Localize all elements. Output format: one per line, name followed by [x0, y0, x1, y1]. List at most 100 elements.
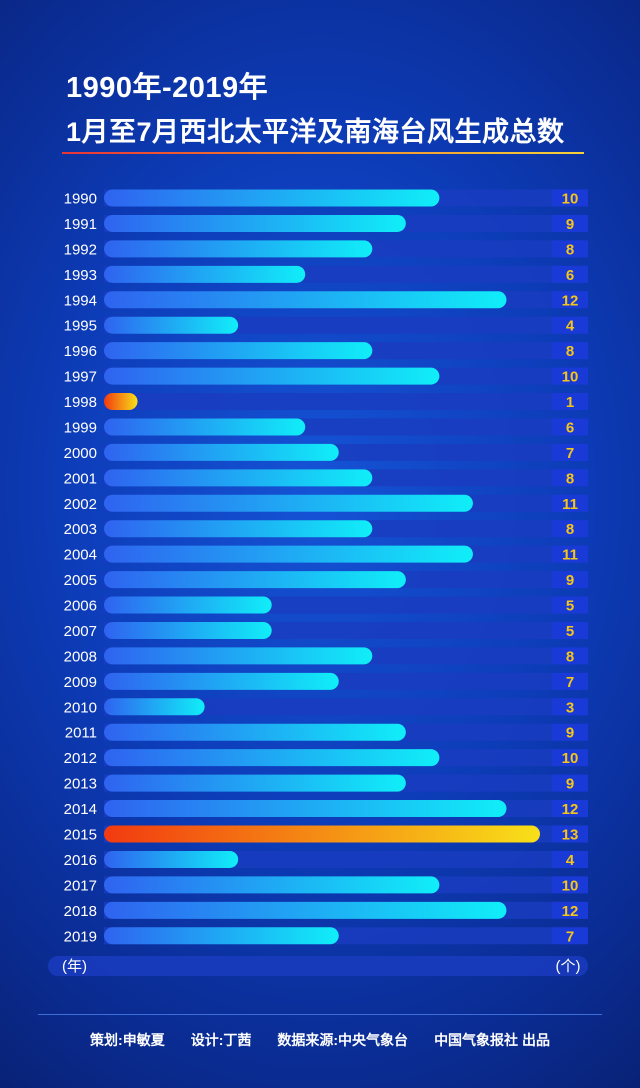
value-label: 6: [566, 419, 574, 436]
bar: [104, 342, 373, 360]
value-label: 3: [566, 699, 574, 716]
bar-row: 2011 9: [65, 723, 588, 742]
category-label: 1991: [64, 216, 97, 233]
bar: [104, 698, 205, 716]
bar-row: 1997 10: [64, 367, 588, 386]
bar: [104, 901, 507, 919]
value-label: 8: [566, 648, 574, 665]
footer-planner: 策划:申敏夏: [90, 1032, 165, 1048]
category-label: 2019: [64, 928, 97, 945]
value-box: [552, 647, 588, 665]
value-box: [552, 367, 588, 385]
value-label: 9: [566, 216, 574, 233]
bar: [104, 494, 473, 512]
bar: [104, 520, 373, 538]
bar-row: 1994 12: [64, 291, 588, 309]
footer-divider: [38, 1014, 602, 1015]
bar-row: 2009 7: [64, 672, 588, 691]
bar-track: [104, 393, 552, 411]
value-box: [552, 189, 588, 207]
value-box: [552, 621, 588, 639]
value-box: [552, 469, 588, 487]
bar: [104, 443, 339, 461]
bar-row: 2016 4: [64, 850, 588, 869]
bar: [104, 876, 440, 894]
category-label: 2016: [64, 852, 97, 869]
value-box: [552, 520, 588, 538]
value-label: 7: [566, 674, 574, 691]
bar-row: 2006 5: [64, 596, 588, 615]
bar-row: 1996 8: [64, 342, 588, 360]
title-underline: [62, 152, 584, 154]
value-box: [552, 672, 588, 690]
value-label: 12: [562, 903, 579, 920]
bar: [104, 596, 272, 614]
bar-row: 1993 6: [64, 265, 588, 284]
value-label: 9: [566, 725, 574, 742]
value-box: [552, 876, 588, 894]
bar-row: 2000 7: [64, 443, 588, 462]
category-label: 2005: [64, 572, 97, 589]
axis-units-row: (年) (个): [48, 956, 588, 976]
value-label: 12: [562, 801, 579, 818]
category-label: 2013: [64, 776, 97, 793]
value-box: [552, 850, 588, 868]
bar: [104, 800, 507, 818]
value-box: [552, 749, 588, 767]
value-label: 7: [566, 445, 574, 462]
category-label: 1994: [64, 292, 97, 309]
value-box: [552, 316, 588, 334]
value-label: 9: [566, 776, 574, 793]
value-box: [552, 698, 588, 716]
value-box: [552, 265, 588, 283]
value-label: 13: [562, 827, 579, 844]
bar: [104, 265, 306, 283]
bar: [104, 367, 440, 385]
y-axis-unit: (个): [556, 958, 581, 975]
footer-source: 数据来源:中央气象台: [277, 1032, 409, 1048]
bar: [104, 545, 473, 563]
category-label: 1993: [64, 267, 97, 284]
category-label: 2014: [64, 801, 97, 818]
value-box: [552, 774, 588, 792]
category-label: 1997: [64, 369, 97, 386]
value-label: 12: [562, 292, 579, 309]
bar-row: 2019 7: [64, 927, 588, 945]
value-label: 10: [562, 750, 579, 767]
chart-title-line2: 1月至7月西北太平洋及南海台风生成总数: [66, 117, 565, 147]
value-label: 10: [562, 369, 579, 386]
bar-track: [104, 698, 552, 716]
value-label: 8: [566, 343, 574, 360]
bar-row: 2017 10: [64, 876, 588, 894]
category-label: 2001: [64, 470, 97, 487]
bar: [104, 240, 373, 258]
bar: [104, 316, 239, 334]
value-box: [552, 901, 588, 919]
category-label: 2011: [65, 725, 97, 742]
value-label: 8: [566, 521, 574, 538]
category-label: 2007: [64, 623, 97, 640]
value-label: 4: [566, 852, 575, 869]
bar-row: 1990 10: [64, 189, 588, 208]
bar-row: 2008 8: [64, 647, 588, 665]
category-label: 2002: [64, 496, 97, 513]
category-label: 2012: [64, 750, 97, 767]
category-label: 2006: [64, 598, 97, 615]
value-box: [552, 494, 588, 512]
category-label: 2004: [64, 547, 97, 564]
bar-row: 2004 11: [64, 545, 588, 564]
bar: [104, 189, 440, 207]
category-label: 1996: [64, 343, 97, 360]
value-box: [552, 545, 588, 563]
bar-row: 2014 12: [64, 800, 588, 818]
bar-row: 2001 8: [64, 469, 588, 487]
bar-row: 1991 9: [64, 214, 588, 233]
bar: [104, 647, 373, 665]
category-label: 2010: [64, 699, 97, 716]
bar-row: 2003 8: [64, 520, 588, 538]
category-label: 2015: [64, 827, 97, 844]
category-label: 2009: [64, 674, 97, 691]
footer-designer: 设计:丁茜: [190, 1032, 252, 1048]
value-label: 10: [562, 877, 579, 894]
value-box: [552, 291, 588, 309]
